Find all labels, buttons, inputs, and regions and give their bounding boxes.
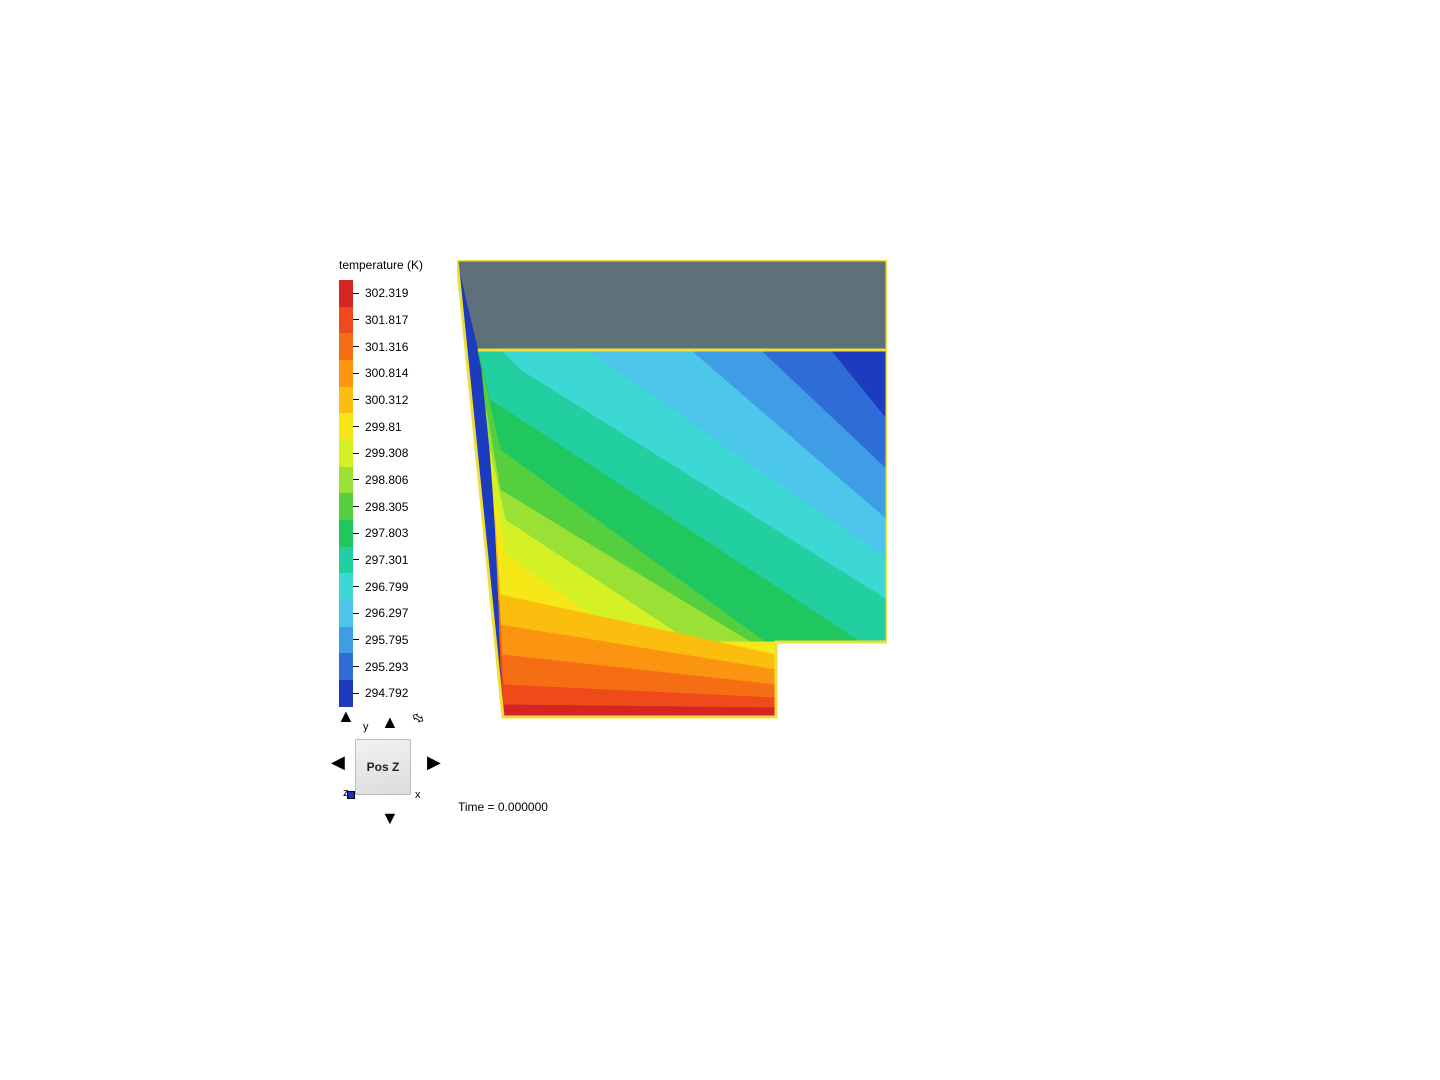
legend-swatch <box>339 520 353 547</box>
legend-tick <box>353 399 359 400</box>
legend-tick <box>353 693 359 694</box>
legend-entry: 294.792 <box>339 680 408 707</box>
time-readout: Time = 0.000000 <box>458 800 548 814</box>
legend-swatch <box>339 600 353 627</box>
legend-title: temperature (K) <box>339 258 423 272</box>
legend-entry: 298.305 <box>339 493 408 520</box>
legend-label: 299.81 <box>365 420 402 434</box>
legend-entry: 295.795 <box>339 627 408 654</box>
legend-entry: 296.297 <box>339 600 408 627</box>
legend-swatch <box>339 653 353 680</box>
legend-label: 301.316 <box>365 340 408 354</box>
legend-tick <box>353 559 359 560</box>
legend-swatch <box>339 280 353 307</box>
legend-swatch <box>339 493 353 520</box>
view-cube-face[interactable]: Pos Z <box>355 739 411 795</box>
legend-tick <box>353 506 359 507</box>
legend-swatch <box>339 440 353 467</box>
legend-label: 297.803 <box>365 526 408 540</box>
legend-swatch <box>339 413 353 440</box>
legend-label: 296.799 <box>365 580 408 594</box>
legend-swatch <box>339 627 353 654</box>
legend-swatch <box>339 307 353 334</box>
legend-entry: 299.81 <box>339 413 408 440</box>
legend-label: 298.806 <box>365 473 408 487</box>
legend-tick <box>353 346 359 347</box>
legend-swatch <box>339 467 353 494</box>
legend-tick <box>353 533 359 534</box>
legend-label: 298.305 <box>365 500 408 514</box>
legend-tick <box>353 319 359 320</box>
legend-swatch <box>339 573 353 600</box>
temperature-contour-plot <box>457 260 887 720</box>
legend-label: 294.792 <box>365 686 408 700</box>
legend-entry: 296.799 <box>339 573 408 600</box>
legend-tick <box>353 639 359 640</box>
legend-swatch <box>339 333 353 360</box>
legend-entry: 298.806 <box>339 467 408 494</box>
orientation-widget[interactable]: Pos Z y x z ▲ ▲ ⬄ ◀ ▶ ▼ <box>325 705 445 825</box>
legend-label: 297.301 <box>365 553 408 567</box>
legend-tick <box>353 373 359 374</box>
rotate-arrow[interactable]: ◀ <box>331 753 345 771</box>
axis-label-x: x <box>415 789 421 801</box>
legend-entry: 299.308 <box>339 440 408 467</box>
legend-entry: 295.293 <box>339 653 408 680</box>
rotate-arrow[interactable]: ▲ <box>381 713 399 731</box>
legend-label: 295.293 <box>365 660 408 674</box>
rotate-arrow[interactable]: ▲ <box>337 707 355 725</box>
rotate-arrow[interactable]: ▶ <box>427 753 441 771</box>
legend-swatch <box>339 547 353 574</box>
legend-tick <box>353 293 359 294</box>
legend-entry: 297.803 <box>339 520 408 547</box>
legend-entry: 301.817 <box>339 307 408 334</box>
legend-entry: 297.301 <box>339 547 408 574</box>
legend-label: 300.814 <box>365 366 408 380</box>
legend-tick <box>353 586 359 587</box>
legend-entry: 300.312 <box>339 387 408 414</box>
legend-entry: 301.316 <box>339 333 408 360</box>
legend-tick <box>353 426 359 427</box>
legend-tick <box>353 666 359 667</box>
legend-label: 295.795 <box>365 633 408 647</box>
axis-label-y: y <box>363 721 369 733</box>
legend-entry: 300.814 <box>339 360 408 387</box>
rotate-arrow-diag[interactable]: ⬄ <box>408 709 428 730</box>
axis-label-z: z <box>343 787 349 799</box>
rotate-arrow[interactable]: ▼ <box>381 809 399 827</box>
color-legend: 302.319 301.817 301.316 300.814 300.312 299.8… <box>339 280 408 707</box>
legend-tick <box>353 453 359 454</box>
legend-label: 300.312 <box>365 393 408 407</box>
legend-swatch <box>339 680 353 707</box>
legend-swatch <box>339 387 353 414</box>
legend-label: 302.319 <box>365 286 408 300</box>
legend-tick <box>353 479 359 480</box>
legend-swatch <box>339 360 353 387</box>
legend-entry: 302.319 <box>339 280 408 307</box>
legend-tick <box>353 613 359 614</box>
legend-label: 301.817 <box>365 313 408 327</box>
legend-label: 299.308 <box>365 446 408 460</box>
legend-label: 296.297 <box>365 606 408 620</box>
